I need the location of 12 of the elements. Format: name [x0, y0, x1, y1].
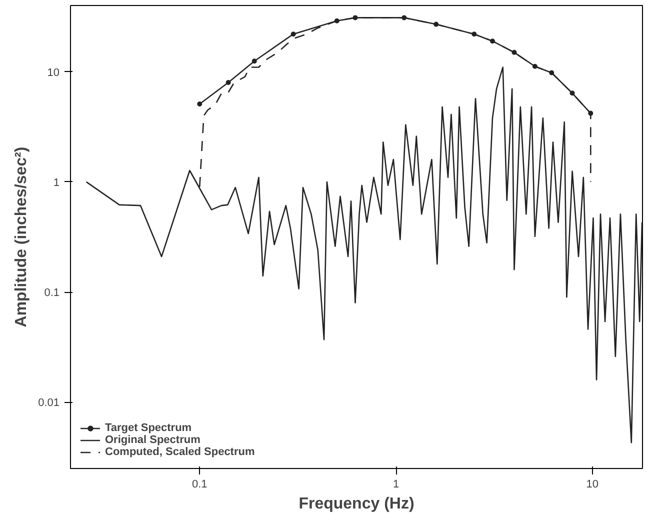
y-tick-label: 1 — [53, 176, 60, 189]
legend-label: Computed, Scaled Spectrum — [105, 446, 255, 458]
legend-label: Target Spectrum — [105, 422, 192, 434]
x-tick-label: 10 — [586, 478, 599, 490]
y-tick-label: 10 — [47, 66, 60, 79]
legend-label: Original Spectrum — [105, 434, 200, 446]
y-axis-title: Amplitude (inches/sec²) — [13, 146, 30, 328]
y-tick-label: 0.1 — [44, 287, 60, 300]
y-tick-label: 0.01 — [38, 397, 60, 410]
x-tick-label: 1 — [392, 478, 400, 490]
x-tick-label: 0.1 — [192, 478, 208, 490]
x-axis-title: Frequency (Hz) — [298, 496, 414, 512]
